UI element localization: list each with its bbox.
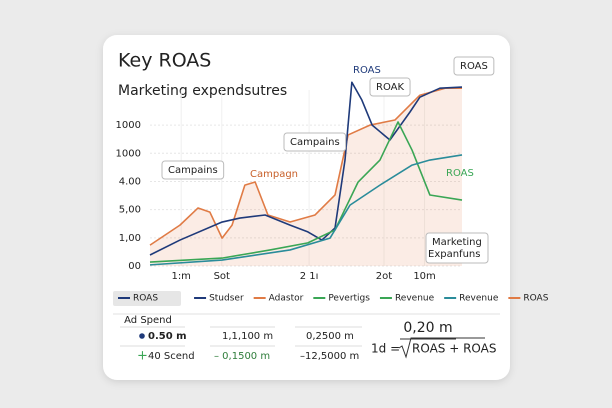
summary-header: Ad Spend	[124, 315, 172, 326]
summary-cell: 40 Scend	[148, 351, 195, 362]
legend-label: Revenue	[395, 294, 435, 304]
summary-cell: 0,2500 m	[306, 331, 354, 342]
chart-title: Key ROAS	[118, 50, 211, 72]
annotation: Marketing	[432, 237, 482, 248]
formula-numerator: 0,20 m	[403, 320, 452, 336]
y-tick-label: 5,00	[119, 205, 141, 216]
x-tick-label: Sot	[214, 271, 230, 282]
legend-label: ROAS	[133, 294, 158, 304]
y-tick-label: 00	[128, 261, 141, 272]
annotation-box	[369, 77, 411, 97]
legend-label: Pevertigs	[328, 294, 370, 304]
summary-cell: 1,1,100 m	[222, 331, 273, 342]
plus-icon: +	[137, 349, 148, 364]
annotation: ROAK	[376, 82, 404, 93]
y-tick-label: 1000	[116, 148, 141, 159]
legend-highlight	[113, 291, 181, 306]
annotation: ROAS	[353, 65, 381, 76]
bullet	[139, 333, 145, 339]
radical-sign	[398, 337, 485, 359]
chart-subtitle: Marketing expendsutres	[118, 83, 287, 99]
annotation: Campagn	[250, 169, 298, 180]
legend-label: Adastor	[269, 294, 304, 304]
legend-label: Revenue	[459, 294, 499, 304]
annotation-box	[453, 56, 495, 76]
y-tick-label: 4.00	[119, 176, 141, 187]
legend-label: Studser	[209, 294, 244, 304]
series-line	[149, 154, 463, 266]
legend-label: ROAS	[523, 294, 548, 304]
x-tick-label: 10m	[413, 271, 435, 282]
series-line	[149, 81, 463, 256]
annotation-box	[425, 232, 489, 264]
annotation: Expanfuns	[428, 249, 480, 260]
y-tick-label: 1,00	[119, 233, 141, 244]
y-tick-label: 1000	[116, 120, 141, 131]
x-tick-label: 2 1ı	[300, 271, 319, 282]
annotation: Campains	[168, 165, 218, 176]
summary-cell: – 0,1500 m	[214, 351, 270, 362]
formula-radicand: ROAS + ROAS	[412, 342, 496, 356]
summary-cell: –12,5000 m	[300, 351, 359, 362]
series-line	[149, 87, 462, 246]
x-tick-label: 1:m	[171, 271, 190, 282]
card	[103, 35, 510, 380]
annotation: ROAS	[460, 61, 488, 72]
series-area	[150, 88, 462, 266]
annotation: ROAS	[446, 168, 474, 179]
annotation: Campains	[290, 137, 340, 148]
annotation-box	[283, 132, 347, 152]
formula-lhs: 1d =	[371, 342, 400, 356]
summary-cell: 0.50 m	[148, 331, 187, 342]
x-tick-label: 2ot	[376, 271, 392, 282]
series-line	[149, 121, 463, 263]
annotation-box	[161, 160, 225, 180]
